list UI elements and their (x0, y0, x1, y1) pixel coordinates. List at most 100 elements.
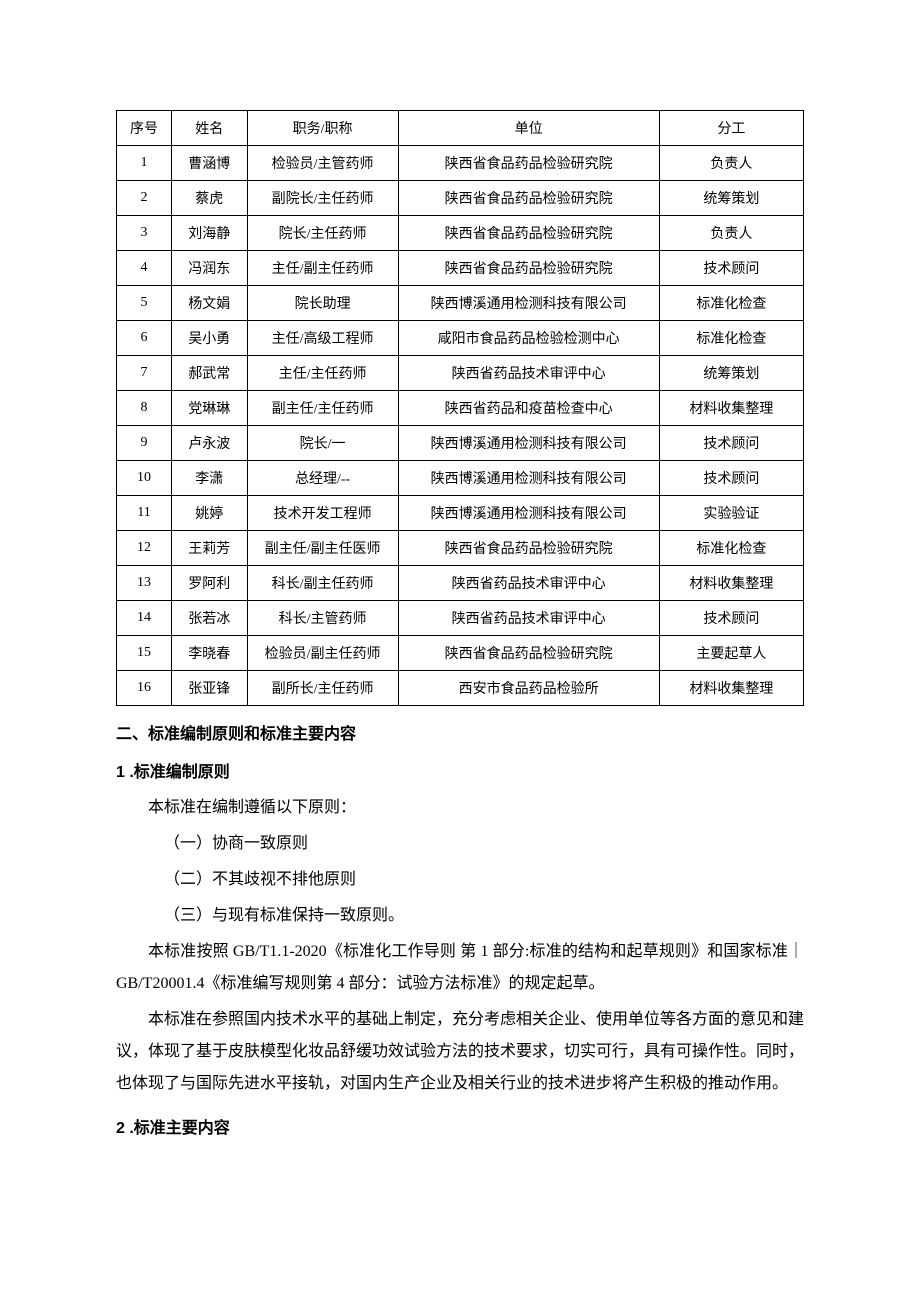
table-cell: 主任/高级工程师 (247, 321, 398, 356)
table-cell: 科长/副主任药师 (247, 566, 398, 601)
table-cell: 统筹策划 (659, 181, 803, 216)
table-row: 3刘海静院长/主任药师陕西省食品药品检验研究院负责人 (117, 216, 804, 251)
table-cell: 技术开发工程师 (247, 496, 398, 531)
table-cell: 标准化检查 (659, 531, 803, 566)
table-cell: 1 (117, 146, 172, 181)
table-body: 1曹涵博检验员/主管药师陕西省食品药品检验研究院负责人2蔡虎副院长/主任药师陕西… (117, 146, 804, 706)
table-cell: 副主任/副主任医师 (247, 531, 398, 566)
table-cell: 罗阿利 (171, 566, 247, 601)
table-cell: 16 (117, 671, 172, 706)
table-cell: 材料收集整理 (659, 391, 803, 426)
table-cell: 8 (117, 391, 172, 426)
table-cell: 技术顾问 (659, 461, 803, 496)
table-cell: 10 (117, 461, 172, 496)
table-cell: 技术顾问 (659, 251, 803, 286)
table-row: 11姚婷技术开发工程师陕西博溪通用检测科技有限公司实验验证 (117, 496, 804, 531)
table-cell: 主要起草人 (659, 636, 803, 671)
col-header-title: 职务/职称 (247, 111, 398, 146)
table-cell: 技术顾问 (659, 601, 803, 636)
table-cell: 标准化检查 (659, 321, 803, 356)
table-cell: 党琳琳 (171, 391, 247, 426)
table-row: 4冯润东主任/副主任药师陕西省食品药品检验研究院技术顾问 (117, 251, 804, 286)
table-cell: 院长/主任药师 (247, 216, 398, 251)
personnel-table: 序号 姓名 职务/职称 单位 分工 1曹涵博检验员/主管药师陕西省食品药品检验研… (116, 110, 804, 706)
table-row: 1曹涵博检验员/主管药师陕西省食品药品检验研究院负责人 (117, 146, 804, 181)
list-item: （三）与现有标准保持一致原则。 (116, 900, 804, 932)
table-row: 7郝武常主任/主任药师陕西省药品技术审评中心统筹策划 (117, 356, 804, 391)
table-cell: 蔡虎 (171, 181, 247, 216)
table-cell: 陕西省食品药品检验研究院 (398, 181, 659, 216)
table-row: 10李潇总经理/--陕西博溪通用检测科技有限公司技术顾问 (117, 461, 804, 496)
table-row: 2蔡虎副院长/主任药师陕西省食品药品检验研究院统筹策划 (117, 181, 804, 216)
table-cell: 姚婷 (171, 496, 247, 531)
table-cell: 院长/一 (247, 426, 398, 461)
table-row: 8党琳琳副主任/主任药师陕西省药品和疫苗检查中心材料收集整理 (117, 391, 804, 426)
table-cell: 陕西省食品药品检验研究院 (398, 531, 659, 566)
table-cell: 王莉芳 (171, 531, 247, 566)
table-cell: 总经理/-- (247, 461, 398, 496)
table-cell: 2 (117, 181, 172, 216)
table-row: 16张亚锋副所长/主任药师西安市食品药品检验所材料收集整理 (117, 671, 804, 706)
table-cell: 冯润东 (171, 251, 247, 286)
table-cell: 15 (117, 636, 172, 671)
table-cell: 陕西博溪通用检测科技有限公司 (398, 426, 659, 461)
section-heading-2: 二、标准编制原则和标准主要内容 (116, 720, 804, 744)
table-cell: 吴小勇 (171, 321, 247, 356)
table-cell: 陕西省食品药品检验研究院 (398, 216, 659, 251)
table-cell: 主任/主任药师 (247, 356, 398, 391)
table-cell: 西安市食品药品检验所 (398, 671, 659, 706)
table-cell: 张亚锋 (171, 671, 247, 706)
table-cell: 12 (117, 531, 172, 566)
table-cell: 13 (117, 566, 172, 601)
table-row: 5杨文娟院长助理陕西博溪通用检测科技有限公司标准化检查 (117, 286, 804, 321)
table-cell: 负责人 (659, 146, 803, 181)
table-cell: 统筹策划 (659, 356, 803, 391)
table-cell: 负责人 (659, 216, 803, 251)
table-cell: 7 (117, 356, 172, 391)
table-cell: 卢永波 (171, 426, 247, 461)
table-cell: 标准化检查 (659, 286, 803, 321)
sub-heading-2: 2 .标准主要内容 (116, 1114, 804, 1138)
table-cell: 主任/副主任药师 (247, 251, 398, 286)
table-cell: 3 (117, 216, 172, 251)
table-cell: 杨文娟 (171, 286, 247, 321)
col-header-org: 单位 (398, 111, 659, 146)
list-item: （一）协商一致原则 (116, 828, 804, 860)
paragraph: 本标准在参照国内技术水平的基础上制定，充分考虑相关企业、使用单位等各方面的意见和… (116, 1004, 804, 1100)
table-cell: 材料收集整理 (659, 566, 803, 601)
table-header-row: 序号 姓名 职务/职称 单位 分工 (117, 111, 804, 146)
table-row: 9卢永波院长/一陕西博溪通用检测科技有限公司技术顾问 (117, 426, 804, 461)
table-cell: 陕西省药品技术审评中心 (398, 601, 659, 636)
sub-heading-1: 1 .标准编制原则 (116, 758, 804, 782)
col-header-name: 姓名 (171, 111, 247, 146)
table-row: 12王莉芳副主任/副主任医师陕西省食品药品检验研究院标准化检查 (117, 531, 804, 566)
col-header-role: 分工 (659, 111, 803, 146)
table-row: 6吴小勇主任/高级工程师咸阳市食品药品检验检测中心标准化检查 (117, 321, 804, 356)
table-cell: 11 (117, 496, 172, 531)
table-cell: 陕西省食品药品检验研究院 (398, 636, 659, 671)
table-cell: 14 (117, 601, 172, 636)
table-cell: 李晓春 (171, 636, 247, 671)
table-cell: 刘海静 (171, 216, 247, 251)
table-cell: 技术顾问 (659, 426, 803, 461)
table-cell: 陕西省药品和疫苗检查中心 (398, 391, 659, 426)
table-cell: 5 (117, 286, 172, 321)
table-cell: 科长/主管药师 (247, 601, 398, 636)
document-page: 序号 姓名 职务/职称 单位 分工 1曹涵博检验员/主管药师陕西省食品药品检验研… (0, 0, 920, 1228)
table-cell: 张若冰 (171, 601, 247, 636)
table-cell: 4 (117, 251, 172, 286)
table-cell: 院长助理 (247, 286, 398, 321)
table-cell: 材料收集整理 (659, 671, 803, 706)
table-row: 15李晓春检验员/副主任药师陕西省食品药品检验研究院主要起草人 (117, 636, 804, 671)
table-cell: 曹涵博 (171, 146, 247, 181)
table-cell: 陕西博溪通用检测科技有限公司 (398, 461, 659, 496)
table-row: 14张若冰科长/主管药师陕西省药品技术审评中心技术顾问 (117, 601, 804, 636)
table-cell: 陕西省药品技术审评中心 (398, 566, 659, 601)
table-row: 13罗阿利科长/副主任药师陕西省药品技术审评中心材料收集整理 (117, 566, 804, 601)
table-cell: 陕西省药品技术审评中心 (398, 356, 659, 391)
table-cell: 咸阳市食品药品检验检测中心 (398, 321, 659, 356)
table-cell: 检验员/主管药师 (247, 146, 398, 181)
table-cell: 副院长/主任药师 (247, 181, 398, 216)
table-cell: 副主任/主任药师 (247, 391, 398, 426)
table-cell: 陕西省食品药品检验研究院 (398, 251, 659, 286)
